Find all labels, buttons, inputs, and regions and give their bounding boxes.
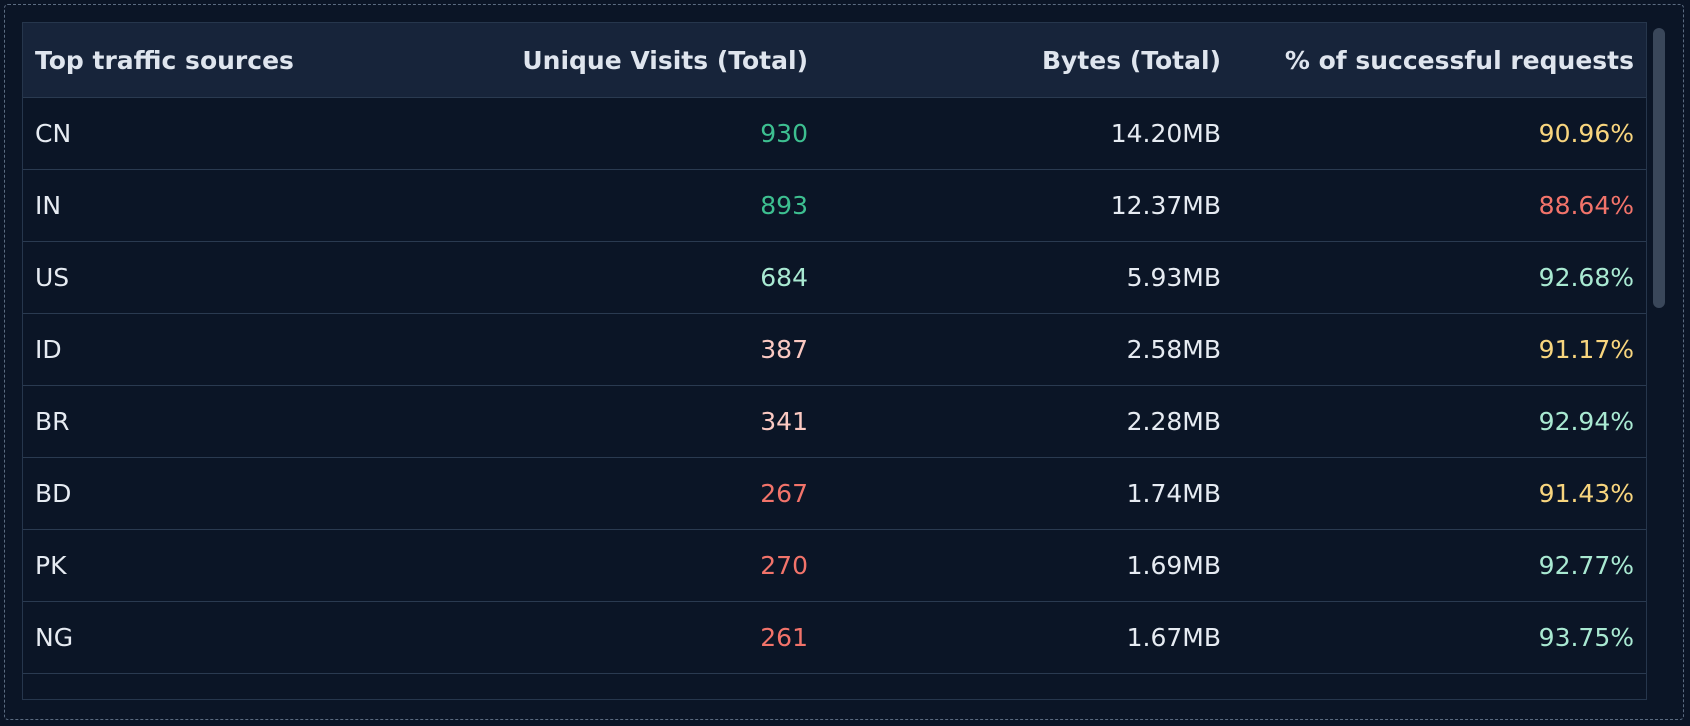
success-cell: 92.68% (1538, 263, 1634, 292)
header-cell[interactable]: Bytes (Total) (1042, 45, 1221, 75)
source-cell: ID (35, 335, 62, 364)
source-cell: BD (35, 479, 72, 508)
bytes-cell: 2.28MB (1126, 407, 1221, 436)
bytes-cell: 1.74MB (1126, 479, 1221, 508)
success-cell: 91.43% (1538, 479, 1634, 508)
table-row: PK 270 1.69MB 92.77% (23, 530, 1646, 602)
visits-cell: 261 (760, 623, 808, 652)
scrollbar[interactable] (1653, 28, 1665, 700)
table-row: BD 267 1.74MB 91.43% (23, 458, 1646, 530)
header-cell[interactable]: % of successful requests (1284, 45, 1634, 75)
success-cell: 88.64% (1538, 191, 1634, 220)
table-row: BR 341 2.28MB 92.94% (23, 386, 1646, 458)
success-cell: 93.75% (1538, 623, 1634, 652)
header-cell[interactable]: Unique Visits (Total) (522, 45, 808, 75)
table-row: NG 261 1.67MB 93.75% (23, 602, 1646, 674)
table-row: CN 930 14.20MB 90.96% (23, 98, 1646, 170)
bytes-cell: 14.20MB (1110, 119, 1221, 148)
visits-cell: 893 (760, 191, 808, 220)
bytes-cell: 12.37MB (1110, 191, 1221, 220)
table-row: US 684 5.93MB 92.68% (23, 242, 1646, 314)
visits-cell: 387 (760, 335, 808, 364)
bytes-cell: 2.58MB (1126, 335, 1221, 364)
table-row-partial (23, 674, 1646, 699)
source-cell: NG (35, 623, 74, 652)
table-row: IN 893 12.37MB 88.64% (23, 170, 1646, 242)
header-cell[interactable]: Top traffic sources (35, 45, 294, 75)
success-cell: 92.94% (1538, 407, 1634, 436)
source-cell: PK (35, 551, 67, 580)
success-cell: 92.77% (1538, 551, 1634, 580)
source-cell: US (35, 263, 70, 292)
success-cell: 91.17% (1538, 335, 1634, 364)
bytes-cell: 1.67MB (1126, 623, 1221, 652)
source-cell: CN (35, 119, 72, 148)
header-row: Top traffic sources Unique Visits (Total… (23, 23, 1646, 98)
table-row: ID 387 2.58MB 91.17% (23, 314, 1646, 386)
visits-cell: 930 (760, 119, 808, 148)
visits-cell: 341 (760, 407, 808, 436)
scrollbar-thumb[interactable] (1653, 28, 1665, 308)
bytes-cell: 5.93MB (1126, 263, 1221, 292)
visits-cell: 684 (760, 263, 808, 292)
panel-frame (4, 4, 1684, 720)
source-cell: IN (35, 191, 62, 220)
visits-cell: 267 (760, 479, 808, 508)
bytes-cell: 1.69MB (1126, 551, 1221, 580)
success-cell: 90.96% (1538, 119, 1634, 148)
source-cell: BR (35, 407, 70, 436)
visits-cell: 270 (760, 551, 808, 580)
table: Top traffic sources Unique Visits (Total… (22, 22, 1647, 700)
